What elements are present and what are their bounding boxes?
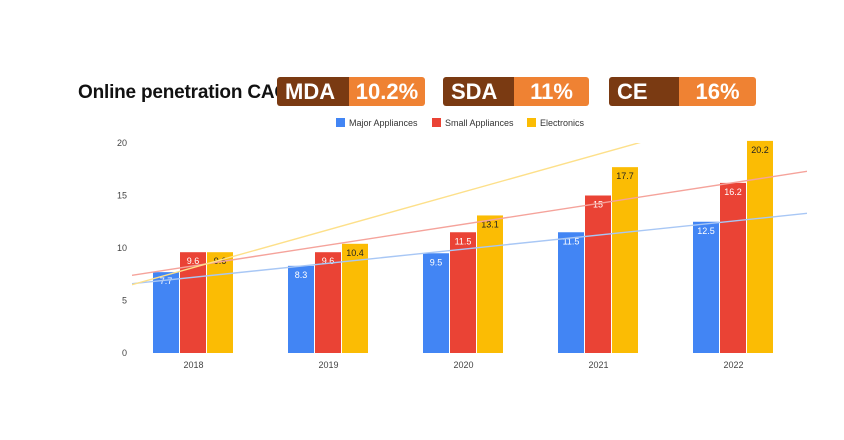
x-tick-label: 2019 [318,360,338,370]
bar-small-appliances [720,182,746,353]
bar-data-label: 20.2 [751,145,769,155]
bar-electronics [612,167,638,353]
bar-data-label: 17.7 [616,171,634,181]
chart-title: Online penetration CAGR [78,82,303,103]
x-tick-label: 2020 [453,360,473,370]
trendline-electronics [132,143,641,286]
cagr-badge-value: 10.2% [349,77,425,106]
bar-data-label: 12.5 [697,226,715,236]
x-tick-label: 2021 [588,360,608,370]
cagr-badge-label: CE [609,77,679,106]
bar-data-label: 10.4 [346,248,364,258]
bar-data-label: 15 [593,200,603,210]
bar-major-appliances [693,221,719,353]
bar-data-label: 16.2 [724,187,742,197]
x-tick-label: 2022 [723,360,743,370]
bar-data-label: 9.6 [322,256,335,266]
bar-small-appliances [585,195,611,353]
legend-swatch [432,118,441,127]
bar-electronics [207,252,233,353]
cagr-badge-sda: SDA 11% [443,77,589,106]
bar-data-label: 11.5 [455,236,472,246]
legend-swatch [336,118,345,127]
cagr-badge-label: SDA [443,77,514,106]
bar-major-appliances [423,253,449,353]
legend-label: Major Appliances [349,118,418,128]
trendline-major-appliances [132,212,807,285]
trendline-small-appliances [132,170,807,276]
bar-major-appliances [153,272,179,353]
legend-swatch [527,118,536,127]
cagr-badge-value: 11% [514,77,589,106]
x-tick-label: 2018 [183,360,203,370]
y-tick-label: 0 [122,348,127,358]
cagr-badge-ce: CE 16% [609,77,756,106]
bar-data-label: 9.6 [187,256,200,266]
cagr-badge-value: 16% [679,77,756,106]
bar-data-label: 7.7 [160,276,173,286]
bar-small-appliances [450,232,476,353]
cagr-badge-label: MDA [277,77,349,106]
bar-data-label: 8.3 [295,270,308,280]
legend-label: Small Appliances [445,118,514,128]
y-tick-label: 20 [117,138,127,148]
bar-data-label: 11.5 [563,236,580,246]
y-tick-label: 5 [122,296,127,306]
bar-major-appliances [288,265,314,353]
bar-major-appliances [558,232,584,353]
bar-small-appliances [315,252,341,353]
bar-electronics [747,140,773,353]
bar-small-appliances [180,252,206,353]
bar-data-label: 13.1 [481,219,499,229]
y-tick-label: 10 [117,243,127,253]
cagr-badge-mda: MDA 10.2% [277,77,425,106]
legend-label: Electronics [540,118,585,128]
bar-electronics [477,215,503,353]
bar-data-label: 9.5 [430,257,443,267]
y-tick-label: 15 [117,191,127,201]
